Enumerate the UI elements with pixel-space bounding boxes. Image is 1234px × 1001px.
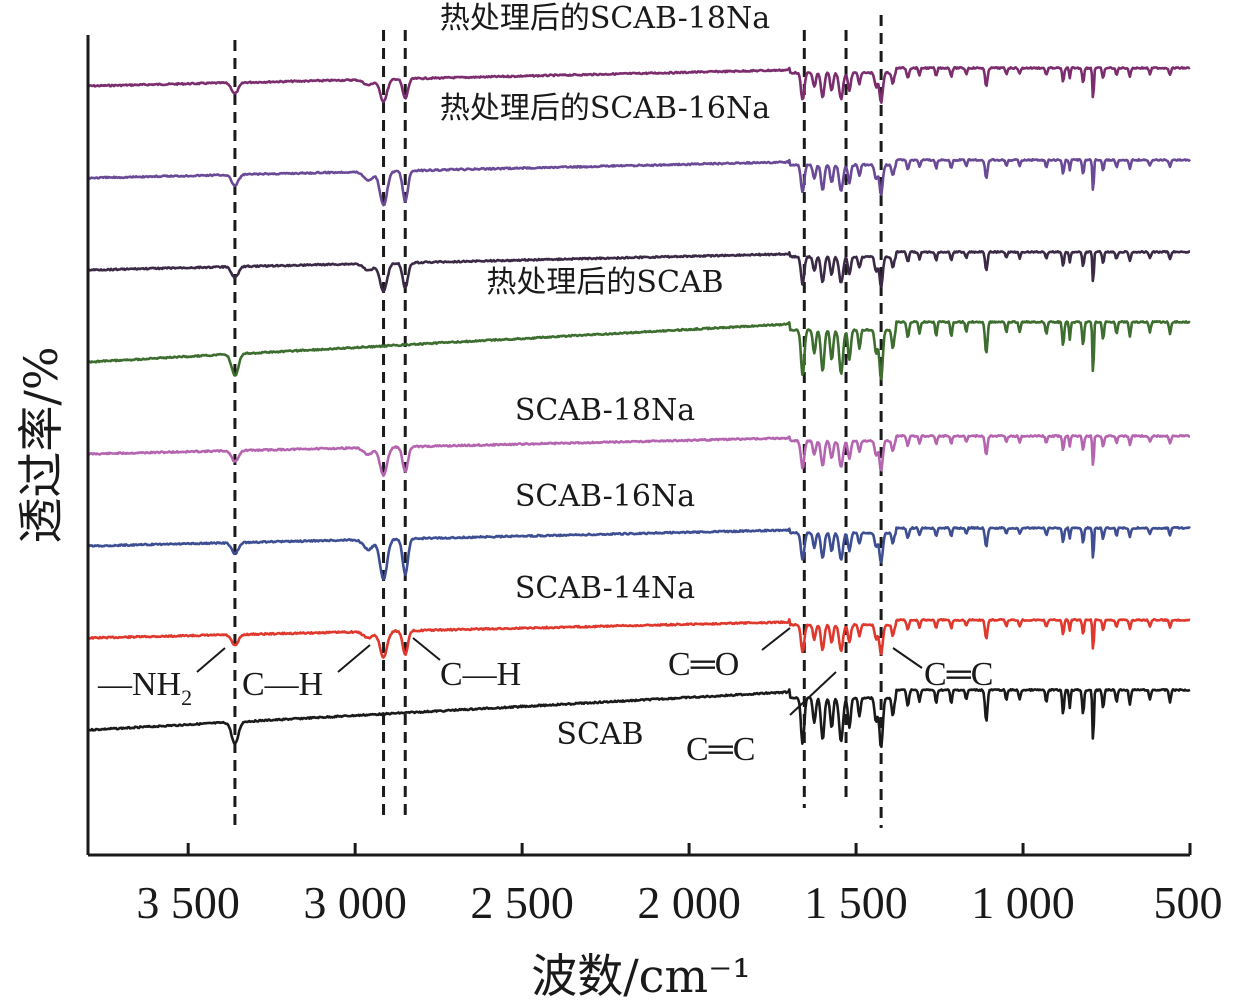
x-tick-label: 2 500 [470,877,574,928]
bond-annotations: —NH2 C—H C—H C═O C═C C═C [97,646,993,768]
series-label: SCAB-16Na [515,479,695,514]
reference-lines [233,15,883,828]
bond-label: C═C [924,656,993,693]
bond-label: C═O [668,646,739,683]
bond-label: C═C [686,731,755,768]
spectrum-line [87,66,1191,104]
bond-label: —NH2 [97,666,192,710]
series-label: 热处理后的SCAB [486,265,723,300]
y-axis-title: 透过率/% [14,346,68,543]
annotation-leaders [196,627,923,716]
series-label: SCAB [556,717,643,752]
spectra [87,66,1191,749]
spectrum-line [87,434,1191,477]
spectrum-line [87,320,1191,381]
spectrum-line [87,158,1191,207]
x-tick-label: 3 000 [303,877,407,928]
annotation-leader [789,671,837,716]
x-tick-label: 2 000 [637,877,741,928]
series-label: SCAB-18Na [515,393,695,428]
bond-label: C—H [440,656,521,693]
spectrum-line [87,688,1191,749]
x-tick-label: 1 000 [971,877,1075,928]
annotation-leader [196,647,226,673]
annotation-leader [337,644,371,673]
spectrum-line [87,526,1191,581]
series-label: 热处理后的SCAB-16Na [440,91,770,126]
annotation-leader [892,647,923,669]
x-tick-label: 1 500 [804,877,908,928]
series-label: 热处理后的SCAB-18Na [440,1,770,36]
spectrum-line [87,618,1191,659]
axes: 3 500 3 000 2 500 2 000 1 500 1 000 500 [86,35,1223,928]
series-labels: 热处理后的SCAB-18Na 热处理后的SCAB-16Na 热处理后的SCAB SCA… [440,1,770,752]
series-label: SCAB-14Na [515,571,695,606]
annotation-leader [412,637,441,661]
annotation-leader [761,627,791,651]
bond-label: C—H [242,666,323,703]
x-axis-title: 波数/cm⁻¹ [531,949,751,1001]
spectrum-line [87,250,1191,294]
x-tick-label: 500 [1154,877,1223,928]
x-tick-label: 3 500 [136,877,240,928]
